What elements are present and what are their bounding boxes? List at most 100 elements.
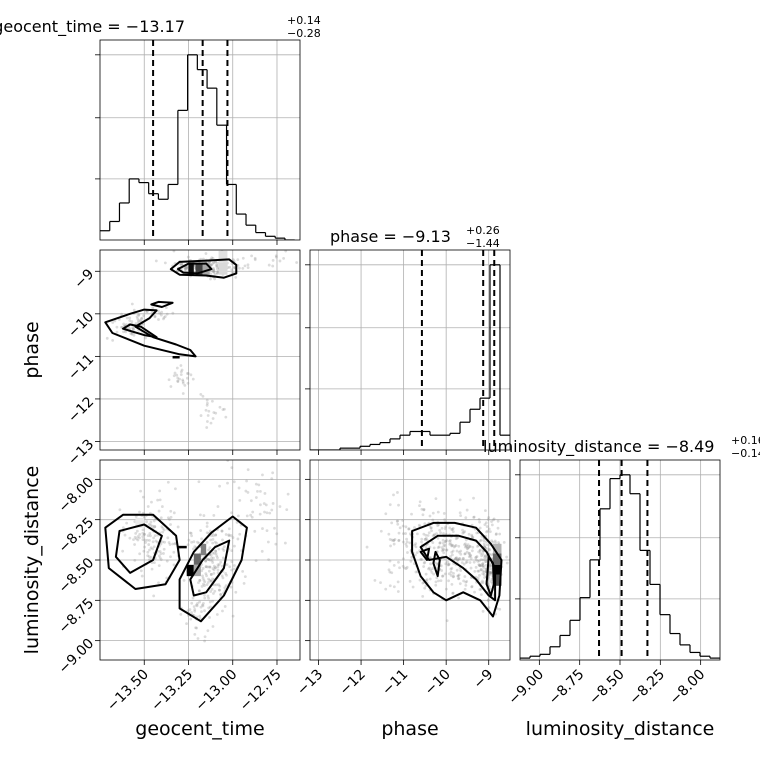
scatter-point xyxy=(205,583,209,587)
scatter-point xyxy=(481,552,485,556)
scatter-point xyxy=(463,552,467,556)
scatter-point xyxy=(163,315,167,318)
scatter-point xyxy=(135,315,139,319)
scatter-point xyxy=(143,538,147,542)
scatter-point xyxy=(455,549,459,553)
scatter-point xyxy=(241,570,245,573)
scatter-point xyxy=(143,532,146,536)
scatter-point xyxy=(511,532,514,535)
scatter-point xyxy=(209,590,213,593)
scatter-point xyxy=(229,585,233,589)
scatter-point xyxy=(253,256,257,260)
scatter-point xyxy=(472,516,476,519)
scatter-point xyxy=(246,263,250,267)
scatter-point xyxy=(488,570,492,574)
scatter-point xyxy=(457,577,460,581)
scatter-point xyxy=(441,574,445,578)
scatter-point xyxy=(436,510,440,514)
scatter-point xyxy=(470,533,474,537)
scatter-point xyxy=(149,524,153,527)
scatter-point xyxy=(130,320,134,323)
scatter-point xyxy=(166,536,170,540)
scatter-point xyxy=(489,571,493,575)
scatter-point xyxy=(466,546,470,550)
density-cell xyxy=(492,543,502,556)
scatter-point xyxy=(223,605,227,608)
scatter-point xyxy=(418,578,422,582)
scatter-point xyxy=(409,559,413,563)
scatter-point xyxy=(142,322,145,326)
scatter-point xyxy=(159,542,163,546)
scatter-point xyxy=(423,522,427,526)
scatter-point xyxy=(180,262,183,266)
scatter-point xyxy=(264,503,268,507)
scatter-point xyxy=(190,611,193,614)
scatter-point xyxy=(388,503,392,507)
scatter-point xyxy=(157,309,160,313)
scatter-point xyxy=(463,543,466,547)
scatter-point xyxy=(174,487,177,491)
scatter-point xyxy=(236,514,240,518)
scatter-point xyxy=(136,538,140,542)
scatter-point xyxy=(447,572,451,576)
scatter-point xyxy=(158,556,162,560)
scatter-point xyxy=(482,566,486,569)
scatter-point xyxy=(474,558,478,562)
scatter-point xyxy=(214,533,218,537)
scatter-point xyxy=(152,519,156,523)
scatter-point xyxy=(169,523,172,526)
scatter-point xyxy=(115,325,119,329)
panel-frame xyxy=(99,39,301,241)
scatter-point xyxy=(232,480,236,484)
scatter-point xyxy=(429,568,433,572)
scatter-point xyxy=(242,581,246,585)
scatter-point xyxy=(219,560,223,564)
scatter-point xyxy=(491,540,495,544)
scatter-point xyxy=(449,567,453,571)
scatter-point xyxy=(137,313,141,317)
scatter-point xyxy=(411,585,415,589)
scatter-point xyxy=(212,270,216,274)
scatter-point xyxy=(201,567,205,570)
scatter-point xyxy=(164,306,168,309)
scatter-point xyxy=(424,537,427,541)
scatter-point xyxy=(172,250,176,253)
scatter-point xyxy=(393,538,397,541)
scatter-point xyxy=(172,563,176,567)
scatter-point xyxy=(210,556,213,560)
scatter-point xyxy=(401,518,405,522)
scatter-point xyxy=(258,512,262,516)
scatter-point xyxy=(463,530,467,533)
scatter-point xyxy=(430,571,434,574)
scatter-point xyxy=(163,540,166,544)
scatter-point xyxy=(464,580,468,584)
scatter-point xyxy=(436,536,440,540)
scatter-point xyxy=(254,559,258,563)
scatter-point xyxy=(486,599,490,602)
scatter-point xyxy=(218,405,222,409)
scatter-point xyxy=(436,546,440,550)
scatter-point xyxy=(482,573,486,577)
scatter-point xyxy=(408,541,412,545)
scatter-point xyxy=(158,550,162,553)
scatter-point xyxy=(191,377,195,381)
scatter-point xyxy=(397,531,401,535)
scatter-point xyxy=(204,565,208,569)
tick-label-x-luminosity-distance: −8.25 xyxy=(626,666,668,708)
scatter-point xyxy=(186,266,190,270)
scatter-point xyxy=(161,526,165,530)
scatter-point xyxy=(479,568,483,572)
scatter-point xyxy=(237,486,241,490)
title-luminosity-distance-main: luminosity_distance = −8.49 xyxy=(483,437,714,457)
scatter-point xyxy=(457,576,461,580)
scatter-point xyxy=(211,551,215,555)
scatter-point xyxy=(166,480,170,484)
scatter-point xyxy=(421,513,425,517)
scatter-point xyxy=(487,606,491,610)
scatter-point xyxy=(140,574,144,578)
scatter-point xyxy=(438,541,442,545)
scatter-point xyxy=(172,511,176,515)
scatter-point xyxy=(157,554,161,558)
density-cell xyxy=(492,574,502,586)
scatter-point xyxy=(479,568,483,571)
